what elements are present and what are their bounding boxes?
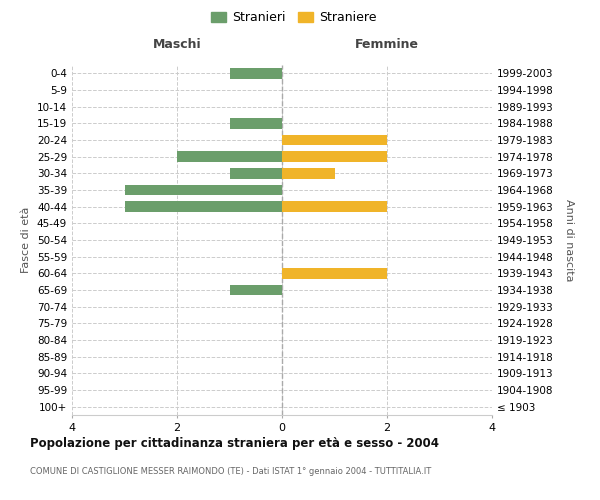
Text: COMUNE DI CASTIGLIONE MESSER RAIMONDO (TE) - Dati ISTAT 1° gennaio 2004 - TUTTIT: COMUNE DI CASTIGLIONE MESSER RAIMONDO (T…: [30, 468, 431, 476]
Bar: [229, 284, 282, 296]
Bar: [125, 184, 282, 196]
Text: Maschi: Maschi: [152, 38, 202, 51]
Bar: [282, 151, 387, 162]
Bar: [282, 168, 335, 178]
Text: Femmine: Femmine: [355, 38, 419, 51]
Bar: [282, 268, 387, 279]
Bar: [229, 118, 282, 128]
Text: Popolazione per cittadinanza straniera per età e sesso - 2004: Popolazione per cittadinanza straniera p…: [30, 438, 439, 450]
Y-axis label: Fasce di età: Fasce di età: [22, 207, 31, 273]
Bar: [125, 201, 282, 212]
Bar: [282, 134, 387, 145]
Bar: [229, 68, 282, 78]
Bar: [282, 201, 387, 212]
Legend: Stranieri, Straniere: Stranieri, Straniere: [206, 6, 382, 29]
Bar: [177, 151, 282, 162]
Bar: [229, 168, 282, 178]
Y-axis label: Anni di nascita: Anni di nascita: [565, 198, 574, 281]
